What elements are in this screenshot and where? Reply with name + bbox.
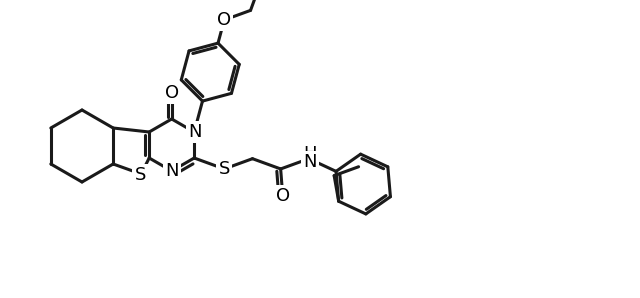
Text: N: N (188, 123, 202, 141)
Text: N: N (303, 153, 317, 171)
Text: O: O (276, 187, 290, 205)
Text: N: N (165, 162, 179, 180)
Text: H: H (303, 145, 317, 163)
Text: S: S (219, 160, 230, 178)
Text: O: O (217, 11, 231, 29)
Text: O: O (164, 84, 179, 102)
Text: S: S (134, 166, 146, 184)
